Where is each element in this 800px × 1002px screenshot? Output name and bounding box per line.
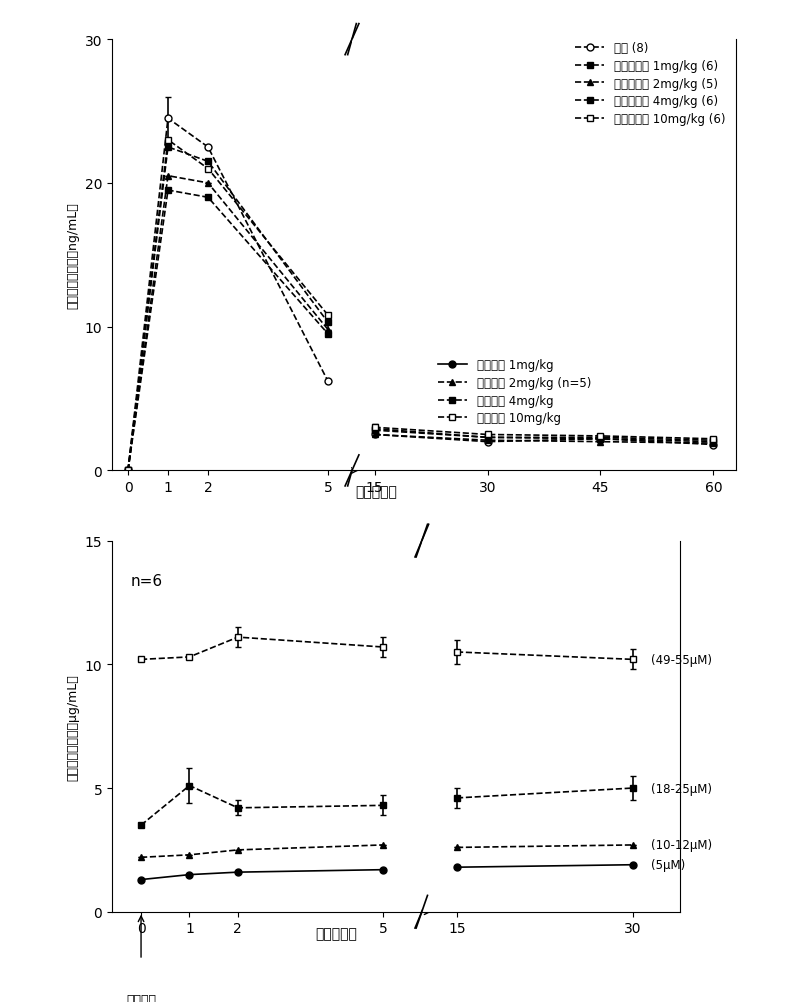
Text: (49-55μM): (49-55μM) xyxy=(650,653,712,666)
Text: n=6: n=6 xyxy=(130,573,162,588)
Y-axis label: 血浆咋啡因浓度（ng/mL）: 血浆咋啡因浓度（ng/mL） xyxy=(66,202,79,309)
Text: (18-25μM): (18-25μM) xyxy=(650,782,712,795)
Text: 时间（分）: 时间（分） xyxy=(355,485,397,499)
Legend: 对照 (8), 存在咋啡因 1mg/kg (6), 存在咋啡因 2mg/kg (5), 存在咋啡因 4mg/kg (6), 存在咋啡因 10mg/kg (6): 对照 (8), 存在咋啡因 1mg/kg (6), 存在咋啡因 2mg/kg (… xyxy=(570,37,730,130)
Text: (5μM): (5μM) xyxy=(650,859,685,872)
Legend: 热加腪苷 1mg/kg, 热加腪苷 2mg/kg (n=5), 热加腪苷 4mg/kg, 热加腪苷 10mg/kg: 热加腪苷 1mg/kg, 热加腪苷 2mg/kg (n=5), 热加腪苷 4mg… xyxy=(433,354,596,430)
Text: (10-12μM): (10-12μM) xyxy=(650,839,712,852)
Text: 时间（分）: 时间（分） xyxy=(315,926,357,940)
Y-axis label: 血浆咋啡因浓度（μg/mL）: 血浆咋啡因浓度（μg/mL） xyxy=(66,673,79,780)
Text: 热加腪苷: 热加腪苷 xyxy=(126,993,156,1002)
